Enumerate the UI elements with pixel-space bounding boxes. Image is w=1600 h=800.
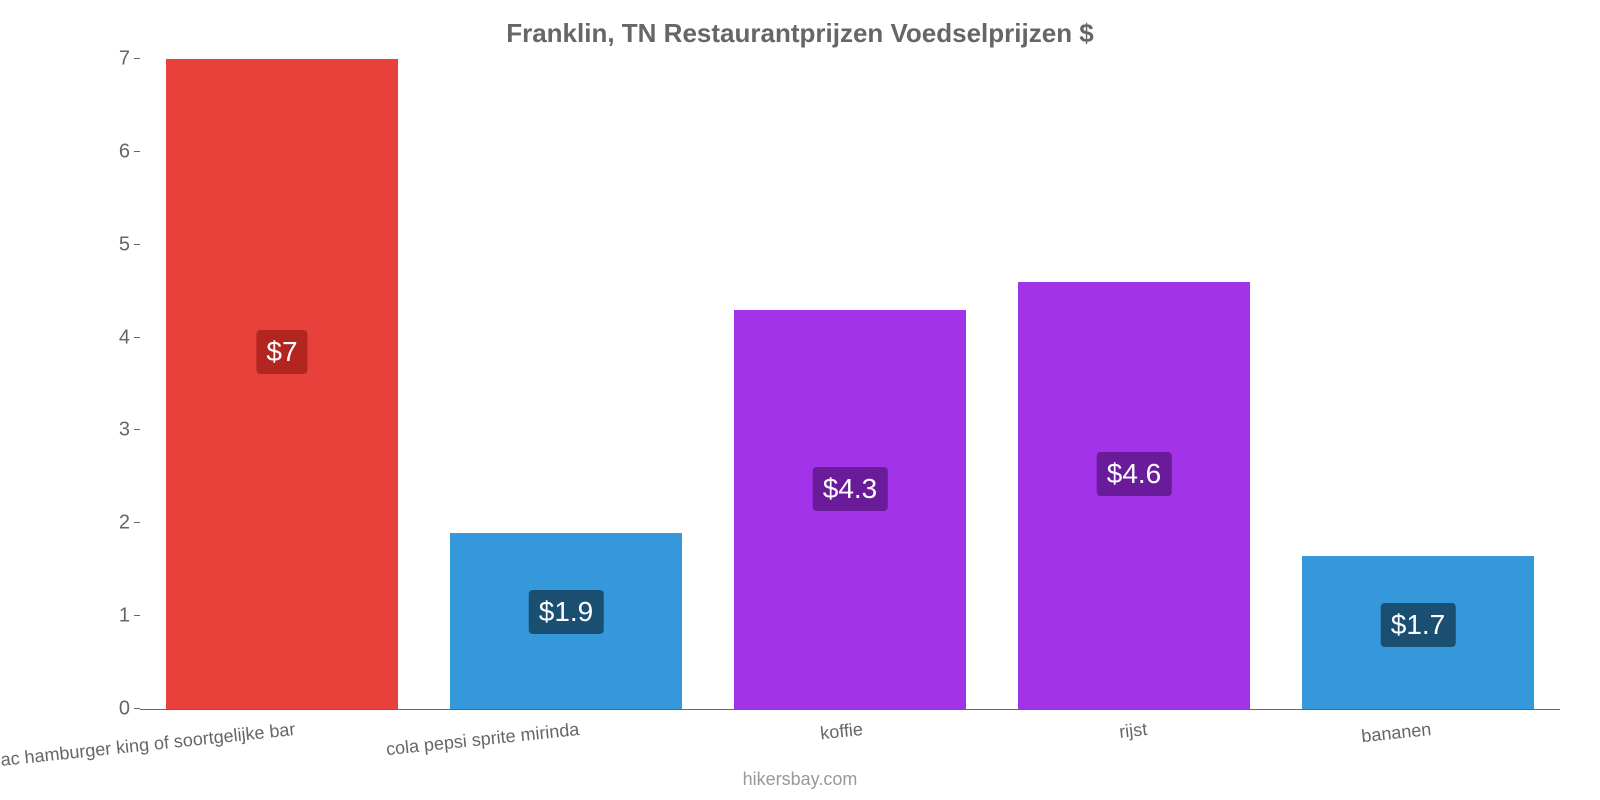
x-tick-label: cola pepsi sprite mirinda xyxy=(385,719,580,760)
y-tick-label: 0 xyxy=(119,698,130,721)
y-tick-label: 6 xyxy=(119,140,130,163)
y-tick-mark xyxy=(134,244,140,245)
bar-value-label: $4.3 xyxy=(813,467,888,511)
chart-title: Franklin, TN Restaurantprijzen Voedselpr… xyxy=(0,18,1600,49)
y-tick-label: 1 xyxy=(119,605,130,628)
bar-value-label: $4.6 xyxy=(1097,452,1172,496)
bar-value-label: $1.9 xyxy=(529,590,604,634)
y-tick-label: 4 xyxy=(119,326,130,349)
attribution: hikersbay.com xyxy=(0,769,1600,790)
y-tick-label: 7 xyxy=(119,48,130,71)
x-tick-label: koffie xyxy=(819,719,864,744)
plot-area: 01234567$7mac hamburger king of soortgel… xyxy=(140,60,1560,710)
y-tick-mark xyxy=(134,58,140,59)
y-tick-label: 5 xyxy=(119,233,130,256)
bar-value-label: $7 xyxy=(256,330,307,374)
bar-chart: Franklin, TN Restaurantprijzen Voedselpr… xyxy=(0,0,1600,800)
y-tick-mark xyxy=(134,429,140,430)
x-tick-label: rijst xyxy=(1118,719,1148,743)
y-tick-mark xyxy=(134,615,140,616)
x-tick-label: mac hamburger king of soortgelijke bar xyxy=(0,719,296,772)
y-tick-mark xyxy=(134,337,140,338)
x-tick-label: bananen xyxy=(1360,719,1432,747)
y-tick-label: 3 xyxy=(119,419,130,442)
y-tick-mark xyxy=(134,522,140,523)
bar xyxy=(166,59,399,709)
y-tick-mark xyxy=(134,151,140,152)
bar-value-label: $1.7 xyxy=(1381,603,1456,647)
y-tick-mark xyxy=(134,708,140,709)
y-tick-label: 2 xyxy=(119,512,130,535)
